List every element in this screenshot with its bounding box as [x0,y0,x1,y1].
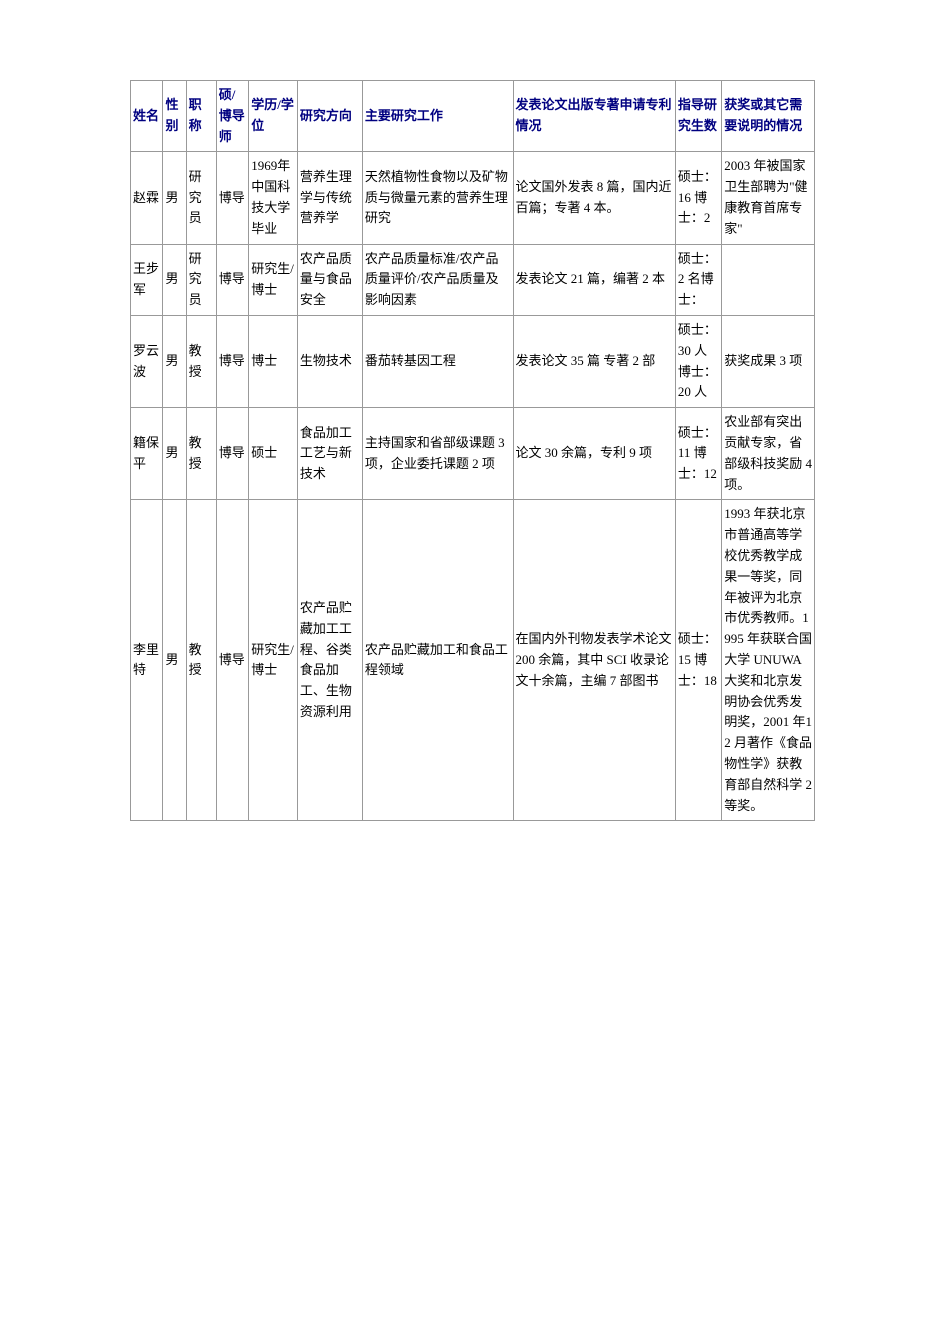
cell-title: 教授 [186,500,216,821]
table-row: 籍保平 男 教授 博导 硕士 食品加工工艺与新技术 主持国家和省部级课题 3 项… [131,408,815,500]
cell-advisor: 博导 [216,315,248,407]
header-title: 职称 [186,81,216,152]
cell-advisor: 博导 [216,500,248,821]
cell-name: 罗云波 [131,315,163,407]
table-row: 罗云波 男 教授 博导 博士 生物技术 番茄转基因工程 发表论文 35 篇 专著… [131,315,815,407]
cell-gender: 男 [163,244,186,315]
cell-students: 硕士：15 博士：18 [675,500,721,821]
cell-publications: 论文国外发表 8 篇，国内近百篇；专著 4 本。 [513,152,675,244]
cell-education: 1969年中国科技大学毕业 [249,152,298,244]
cell-awards: 1993 年获北京市普通高等学校优秀教学成果一等奖，同年被评为北京市优秀教师。1… [722,500,815,821]
cell-education: 研究生/博士 [249,500,298,821]
cell-awards: 农业部有突出贡献专家，省部级科技奖励 4 项。 [722,408,815,500]
cell-title: 研究员 [186,244,216,315]
header-awards: 获奖或其它需要说明的情况 [722,81,815,152]
cell-work: 农产品贮藏加工和食品工程领域 [362,500,513,821]
header-gender: 性别 [163,81,186,152]
cell-publications: 论文 30 余篇，专利 9 项 [513,408,675,500]
header-name: 姓名 [131,81,163,152]
cell-title: 教授 [186,315,216,407]
cell-advisor: 博导 [216,152,248,244]
cell-awards [722,244,815,315]
cell-education: 硕士 [249,408,298,500]
table-row: 赵霖 男 研究员 博导 1969年中国科技大学毕业 营养生理学与传统营养学 天然… [131,152,815,244]
cell-gender: 男 [163,315,186,407]
cell-name: 赵霖 [131,152,163,244]
cell-name: 籍保平 [131,408,163,500]
cell-name: 李里特 [131,500,163,821]
cell-education: 博士 [249,315,298,407]
cell-direction: 食品加工工艺与新技术 [297,408,362,500]
cell-work: 主持国家和省部级课题 3 项，企业委托课题 2 项 [362,408,513,500]
cell-students: 硕士：2 名博士： [675,244,721,315]
table-body: 赵霖 男 研究员 博导 1969年中国科技大学毕业 营养生理学与传统营养学 天然… [131,152,815,821]
header-publications: 发表论文出版专著申请专利情况 [513,81,675,152]
header-direction: 研究方向 [297,81,362,152]
faculty-table: 姓名 性别 职称 硕/博导师 学历/学位 研究方向 主要研究工作 发表论文出版专… [130,80,815,821]
header-advisor: 硕/博导师 [216,81,248,152]
cell-gender: 男 [163,500,186,821]
page-container: 姓名 性别 职称 硕/博导师 学历/学位 研究方向 主要研究工作 发表论文出版专… [0,0,945,1337]
cell-advisor: 博导 [216,244,248,315]
cell-awards: 获奖成果 3 项 [722,315,815,407]
table-row: 王步军 男 研究员 博导 研究生/博士 农产品质量与食品安全 农产品质量标准/农… [131,244,815,315]
cell-students: 硕士：11 博士：12 [675,408,721,500]
cell-work: 番茄转基因工程 [362,315,513,407]
cell-gender: 男 [163,408,186,500]
cell-work: 农产品质量标准/农产品质量评价/农产品质量及影响因素 [362,244,513,315]
cell-work: 天然植物性食物以及矿物质与微量元素的营养生理研究 [362,152,513,244]
cell-publications: 在国内外刊物发表学术论文 200 余篇，其中 SCI 收录论文十余篇，主编 7 … [513,500,675,821]
header-education: 学历/学位 [249,81,298,152]
cell-title: 研究员 [186,152,216,244]
header-work: 主要研究工作 [362,81,513,152]
cell-students: 硕士：30 人博士：20 人 [675,315,721,407]
table-header: 姓名 性别 职称 硕/博导师 学历/学位 研究方向 主要研究工作 发表论文出版专… [131,81,815,152]
cell-advisor: 博导 [216,408,248,500]
cell-students: 硕士：16 博士：2 [675,152,721,244]
cell-direction: 生物技术 [297,315,362,407]
cell-awards: 2003 年被国家卫生部聘为"健康教育首席专家" [722,152,815,244]
cell-name: 王步军 [131,244,163,315]
header-row: 姓名 性别 职称 硕/博导师 学历/学位 研究方向 主要研究工作 发表论文出版专… [131,81,815,152]
header-students: 指导研究生数 [675,81,721,152]
cell-gender: 男 [163,152,186,244]
table-row: 李里特 男 教授 博导 研究生/博士 农产品贮藏加工工程、谷类食品加工、生物资源… [131,500,815,821]
cell-publications: 发表论文 21 篇，编著 2 本 [513,244,675,315]
cell-direction: 营养生理学与传统营养学 [297,152,362,244]
cell-direction: 农产品贮藏加工工程、谷类食品加工、生物资源利用 [297,500,362,821]
cell-title: 教授 [186,408,216,500]
cell-education: 研究生/博士 [249,244,298,315]
cell-direction: 农产品质量与食品安全 [297,244,362,315]
cell-publications: 发表论文 35 篇 专著 2 部 [513,315,675,407]
